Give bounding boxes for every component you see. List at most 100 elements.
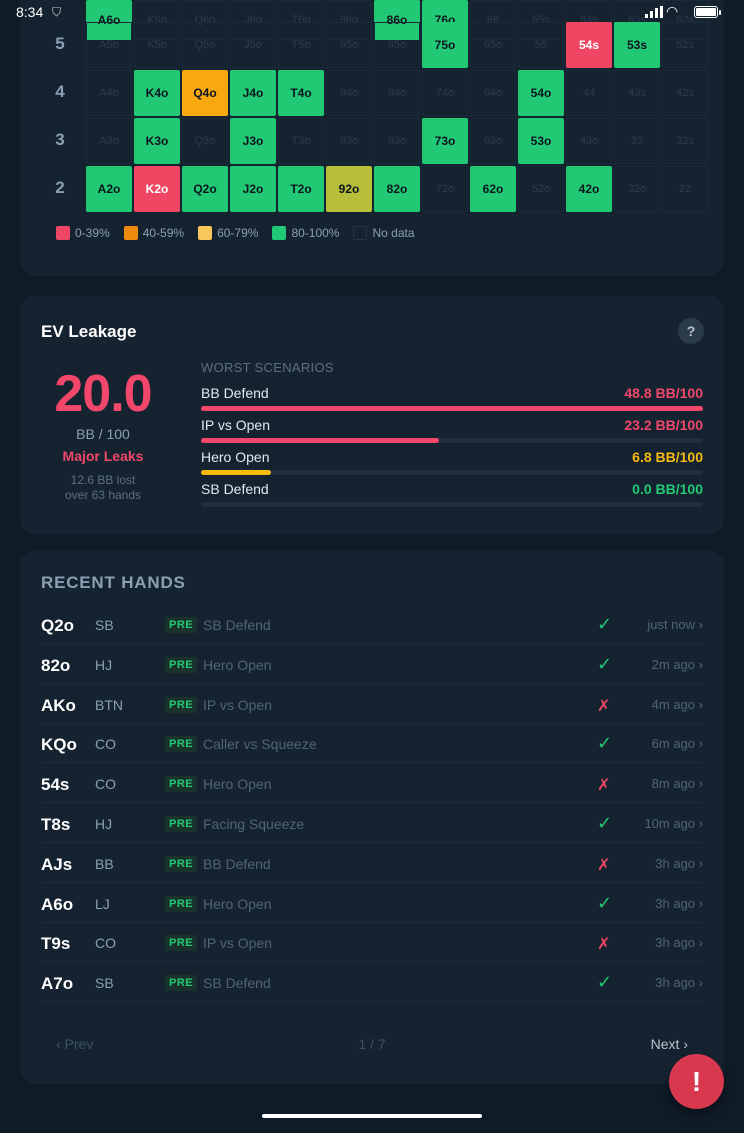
hand-cell[interactable]: Q3o: [182, 118, 228, 164]
help-icon[interactable]: ?: [678, 318, 704, 344]
hand-time-link[interactable]: just now ›: [647, 617, 703, 632]
hand-cell[interactable]: 43o: [566, 118, 612, 164]
hand-cell[interactable]: K4o: [134, 70, 180, 116]
report-issue-button[interactable]: !: [669, 1054, 724, 1109]
hand-time-link[interactable]: 4m ago ›: [652, 697, 703, 712]
hand-cell[interactable]: 95o: [326, 22, 372, 68]
hand-time: just now: [647, 617, 696, 632]
hand-cell[interactable]: T3o: [278, 118, 324, 164]
hand-cell[interactable]: Q5o: [182, 22, 228, 68]
hand-cell[interactable]: J3o: [230, 118, 276, 164]
hand-cell[interactable]: T6o: [278, 0, 324, 40]
hand-time-link[interactable]: 3h ago ›: [655, 896, 703, 911]
hand-cell[interactable]: 53o: [518, 118, 564, 164]
hand-cell[interactable]: 74o: [422, 70, 468, 116]
hand-cell[interactable]: K2o: [134, 166, 180, 212]
hand-cell[interactable]: J4o: [230, 70, 276, 116]
scenario-value: 48.8 BB/100: [624, 385, 703, 401]
hand-time-link[interactable]: 3h ago ›: [655, 975, 703, 990]
hand-cell[interactable]: 53s: [614, 22, 660, 68]
hand-cell[interactable]: 65s: [518, 0, 564, 40]
scenario-row[interactable]: SB Defend 0.0 BB/100: [201, 481, 703, 511]
hand-cards: T9s: [41, 934, 71, 954]
hand-cell[interactable]: 33: [614, 118, 660, 164]
recent-hand-row[interactable]: A7o SB PRE SB Defend ✓ 3h ago ›: [41, 962, 703, 1003]
chevron-right-icon: ›: [698, 975, 703, 991]
hand-cell[interactable]: K3o: [134, 118, 180, 164]
hand-cell[interactable]: Q2o: [182, 166, 228, 212]
hand-cell[interactable]: J2o: [230, 166, 276, 212]
hand-cell[interactable]: 55: [518, 22, 564, 68]
hand-time-link[interactable]: 2m ago ›: [652, 657, 703, 672]
hand-cell[interactable]: A3o: [86, 118, 132, 164]
hand-cell[interactable]: 92o: [326, 166, 372, 212]
hand-cell[interactable]: J6o: [230, 0, 276, 40]
scenario-row[interactable]: Hero Open 6.8 BB/100: [201, 449, 703, 479]
hand-cell[interactable]: 22: [662, 166, 708, 212]
hand-cell[interactable]: 54o: [518, 70, 564, 116]
hand-cell[interactable]: A2o: [86, 166, 132, 212]
hand-cell[interactable]: T5o: [278, 22, 324, 68]
hand-cell[interactable]: 94o: [326, 70, 372, 116]
recent-hand-row[interactable]: 54s CO PRE Hero Open ✗ 8m ago ›: [41, 763, 703, 804]
hand-cell[interactable]: 93o: [326, 118, 372, 164]
hand-cell[interactable]: 42s: [662, 70, 708, 116]
hand-cell[interactable]: 84o: [374, 70, 420, 116]
hand-cell[interactable]: 54s: [566, 22, 612, 68]
hand-cell[interactable]: 44: [566, 70, 612, 116]
hand-cell[interactable]: 65o: [470, 22, 516, 68]
hand-cell[interactable]: Q6o: [182, 0, 228, 40]
hand-time-link[interactable]: 10m ago ›: [644, 816, 703, 831]
hand-cell[interactable]: 52o: [518, 166, 564, 212]
hand-cell[interactable]: A6o: [86, 0, 132, 40]
hand-cell[interactable]: T4o: [278, 70, 324, 116]
hand-time-link[interactable]: 3h ago ›: [655, 935, 703, 950]
recent-hand-row[interactable]: AKo BTN PRE IP vs Open ✗ 4m ago ›: [41, 684, 703, 724]
prev-page-button[interactable]: ‹ Prev: [56, 1036, 94, 1052]
recent-hand-row[interactable]: T8s HJ PRE Facing Squeeze ✓ 10m ago ›: [41, 803, 703, 843]
hand-cell[interactable]: 63o: [470, 118, 516, 164]
hand-cell[interactable]: 72o: [422, 166, 468, 212]
recent-hand-row[interactable]: 82o HJ PRE Hero Open ✓ 2m ago ›: [41, 644, 703, 684]
next-page-button[interactable]: Next ›: [650, 1036, 688, 1052]
hand-cell[interactable]: 62s: [662, 0, 708, 40]
hand-cell[interactable]: K6o: [134, 0, 180, 40]
recent-hand-row[interactable]: KQo CO PRE Caller vs Squeeze ✓ 6m ago ›: [41, 723, 703, 764]
home-indicator[interactable]: [262, 1114, 482, 1118]
hand-cell[interactable]: 32o: [614, 166, 660, 212]
hand-cell[interactable]: 82o: [374, 166, 420, 212]
hand-cell[interactable]: 83o: [374, 118, 420, 164]
hand-cell[interactable]: A5o: [86, 22, 132, 68]
hand-cell[interactable]: 52s: [662, 22, 708, 68]
recent-hand-row[interactable]: T9s CO PRE IP vs Open ✗ 3h ago ›: [41, 922, 703, 963]
hand-cards: AJs: [41, 854, 73, 874]
recent-hand-row[interactable]: A6o LJ PRE Hero Open ✓ 3h ago ›: [41, 883, 703, 923]
hand-cell[interactable]: 86o: [374, 0, 420, 40]
hand-cell[interactable]: 96o: [326, 0, 372, 40]
street-badge: PRE: [165, 776, 198, 793]
hand-cell[interactable]: 73o: [422, 118, 468, 164]
hand-cell[interactable]: T2o: [278, 166, 324, 212]
recent-hand-row[interactable]: AJs BB PRE BB Defend ✗ 3h ago ›: [41, 843, 703, 883]
hand-cell[interactable]: J5o: [230, 22, 276, 68]
scenario-row[interactable]: BB Defend 48.8 BB/100: [201, 385, 703, 415]
hand-time-link[interactable]: 6m ago ›: [652, 736, 703, 751]
hand-cell[interactable]: 64o: [470, 70, 516, 116]
scenario-row[interactable]: IP vs Open 23.2 BB/100: [201, 417, 703, 447]
hand-cell[interactable]: 85o: [374, 22, 420, 68]
hand-time-link[interactable]: 8m ago ›: [652, 776, 703, 791]
hand-cell[interactable]: Q4o: [182, 70, 228, 116]
hand-cell[interactable]: 32s: [662, 118, 708, 164]
hand-position: CO: [95, 776, 116, 793]
hand-cell[interactable]: 43s: [614, 70, 660, 116]
hand-cell[interactable]: 42o: [566, 166, 612, 212]
hand-cell[interactable]: 62o: [470, 166, 516, 212]
hand-cell[interactable]: A4o: [86, 70, 132, 116]
severity-label: Major Leaks: [62, 448, 144, 464]
hand-cell[interactable]: K5o: [134, 22, 180, 68]
hand-cell[interactable]: 66: [470, 0, 516, 40]
scenario-bar-track: [201, 470, 703, 475]
recent-hand-row[interactable]: Q2o SB PRE SB Defend ✓ just now ›: [41, 604, 703, 644]
hand-cell[interactable]: 75o: [422, 22, 468, 68]
hand-time-link[interactable]: 3h ago ›: [655, 856, 703, 871]
